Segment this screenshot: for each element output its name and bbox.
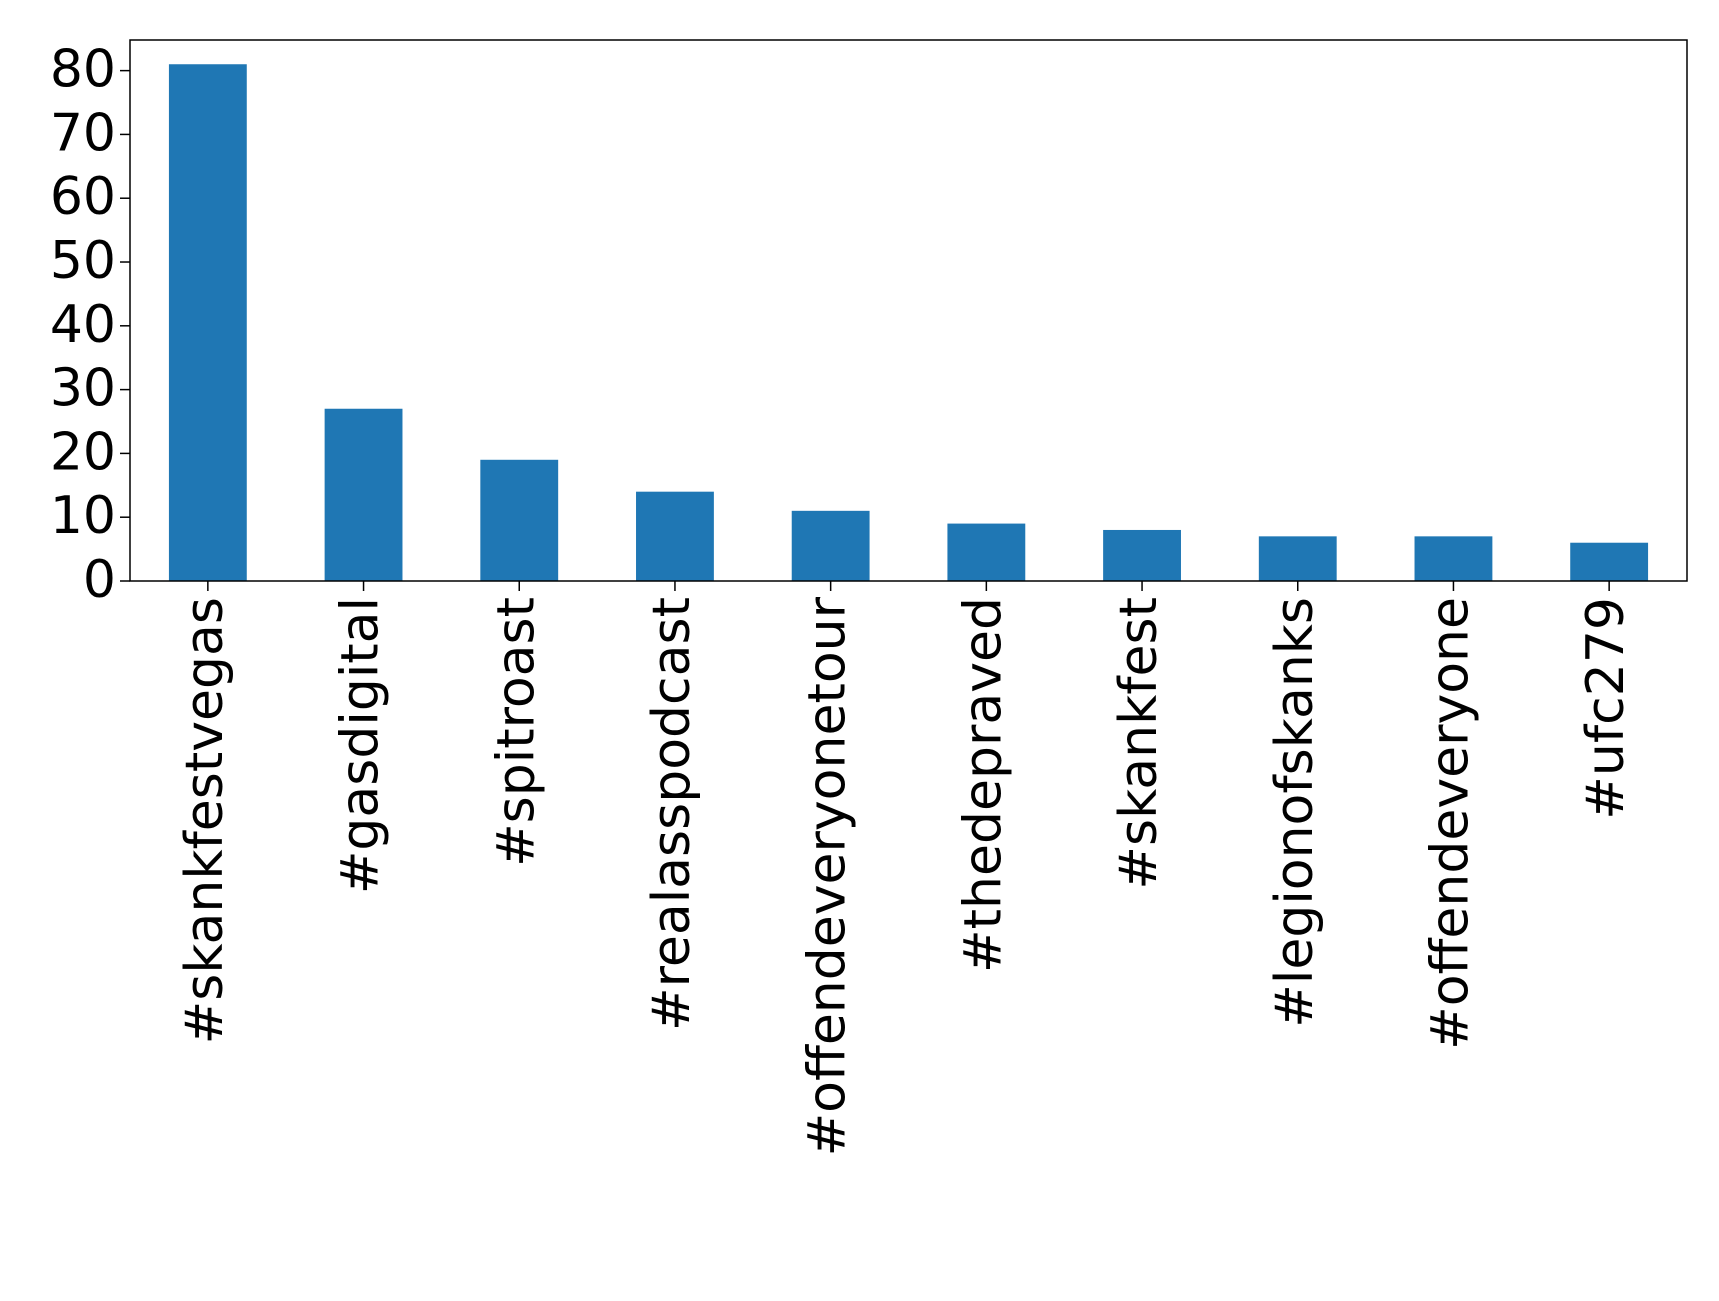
bar <box>168 64 247 582</box>
bar <box>1414 536 1493 581</box>
y-tick-label: 40 <box>50 295 116 355</box>
y-tick-label: 0 <box>83 550 116 610</box>
y-tick-label: 20 <box>50 422 116 482</box>
y-tick-label: 10 <box>50 486 116 546</box>
y-tick-label: 30 <box>50 359 116 419</box>
y-tick-label: 60 <box>50 167 116 227</box>
x-tick-label: #offendeveryonetour <box>798 596 858 1156</box>
plot-frame <box>129 39 1688 582</box>
y-tick-label: 80 <box>50 40 116 100</box>
bar <box>1258 536 1337 581</box>
x-tick-label: #offendeveryone <box>1420 597 1480 1050</box>
bar <box>480 459 559 581</box>
bar <box>636 491 714 581</box>
x-tick-label: #thedepraved <box>953 597 1013 973</box>
x-tick-label: #legionofskanks <box>1265 597 1325 1028</box>
x-tick-label: #gasdigital <box>331 597 391 894</box>
bar <box>791 510 870 581</box>
bar <box>947 523 1026 581</box>
y-tick-label: 70 <box>50 103 116 163</box>
bar <box>1103 529 1181 581</box>
x-tick-label: #skankfest <box>1109 597 1169 890</box>
x-tick-label: #ufc279 <box>1576 597 1636 820</box>
x-tick-label: #spitroast <box>486 597 546 867</box>
y-tick-label: 50 <box>50 231 116 291</box>
x-tick-label: #realasspodcast <box>642 597 702 1031</box>
bar <box>1570 542 1649 581</box>
bar <box>324 408 403 581</box>
x-tick-label: #skankfestvegas <box>175 597 235 1044</box>
